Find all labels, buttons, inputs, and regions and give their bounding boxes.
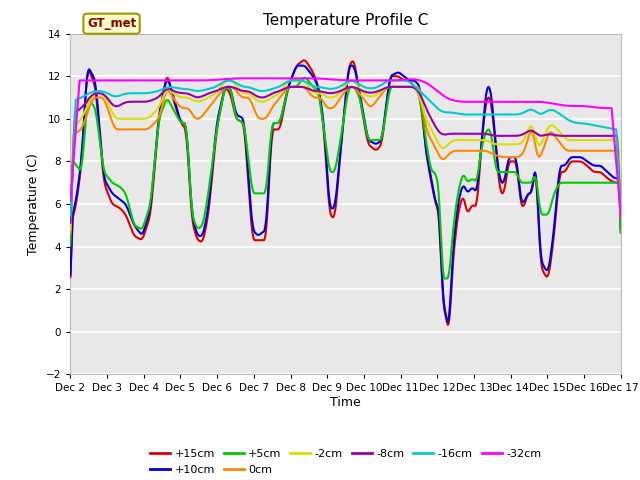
Text: GT_met: GT_met	[87, 17, 136, 30]
X-axis label: Time: Time	[330, 396, 361, 409]
Title: Temperature Profile C: Temperature Profile C	[263, 13, 428, 28]
Legend: +15cm, +10cm, +5cm, 0cm, -2cm, -8cm, -16cm, -32cm: +15cm, +10cm, +5cm, 0cm, -2cm, -8cm, -16…	[147, 445, 545, 478]
Y-axis label: Temperature (C): Temperature (C)	[28, 153, 40, 255]
